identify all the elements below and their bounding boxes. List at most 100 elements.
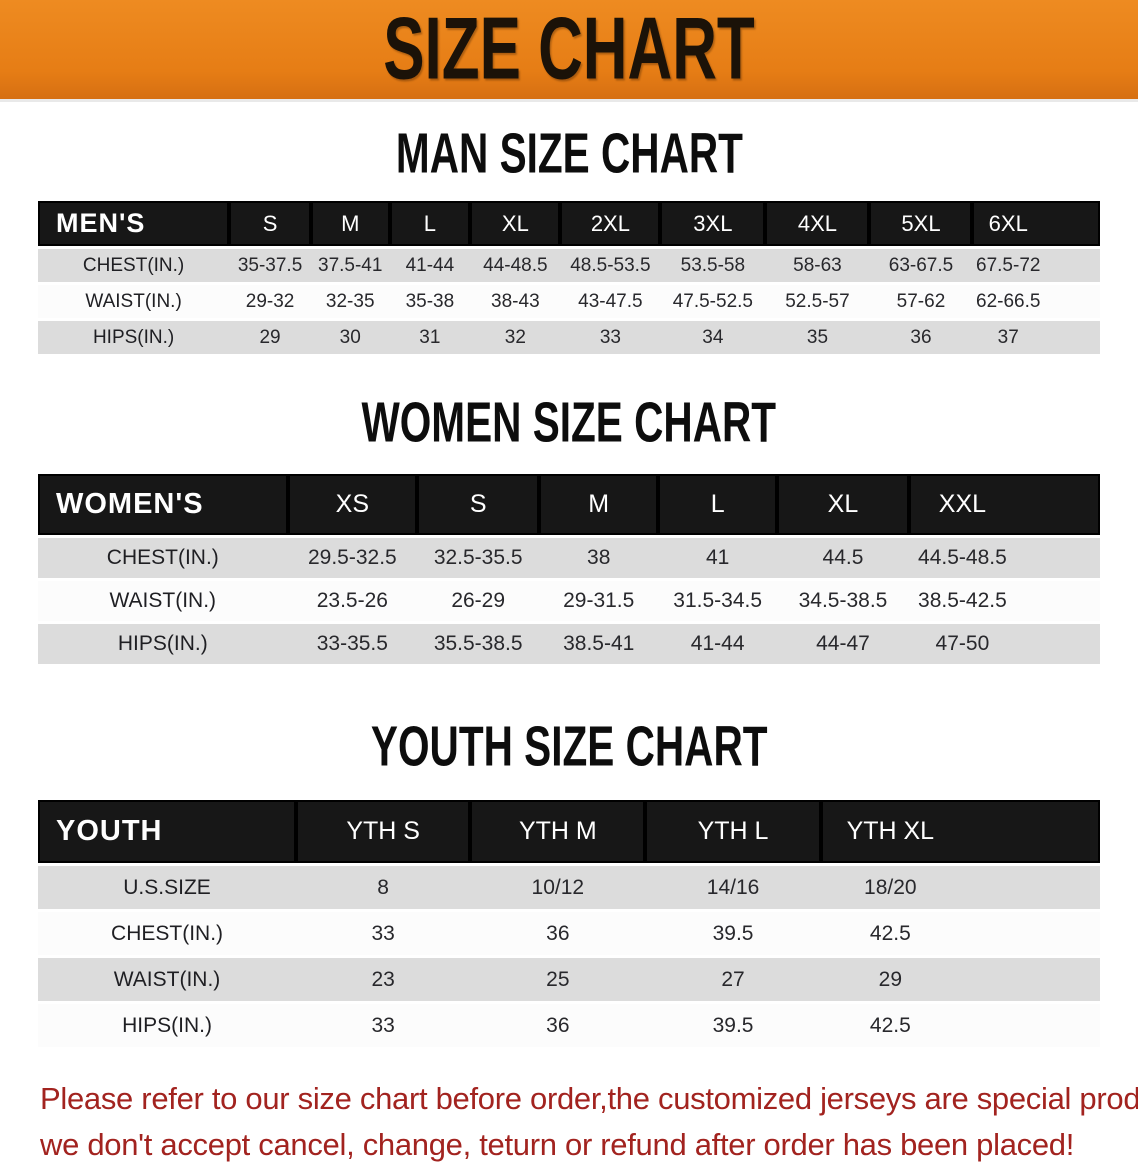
size-value-cell: 58-63 (765, 249, 870, 282)
size-value-cell: 63-67.5 (869, 249, 973, 282)
section-women: WOMEN SIZE CHART WOMEN'S XS S M L XL XXL CHEST(… (0, 391, 1138, 667)
youth-size-table: YOUTH YTH S YTH M YTH L YTH XL U.S.SIZE 8 10/12… (38, 797, 1100, 1050)
size-value-cell: 26-29 (417, 581, 540, 621)
section-youth: YOUTH SIZE CHART YOUTH YTH S YTH M YTH L YTH… (0, 715, 1138, 1050)
size-value-cell: 30 (310, 321, 390, 354)
size-column-header: YTH L (645, 800, 821, 863)
size-value-cell: 35-38 (389, 285, 471, 318)
size-column-header: XL (470, 201, 561, 246)
size-column-header: L (658, 474, 778, 535)
row-label: CHEST(IN.) (38, 912, 297, 955)
size-value-cell: 33 (296, 912, 471, 955)
size-value-cell: 32-35 (310, 285, 390, 318)
size-value-cell: 48.5-53.5 (560, 249, 661, 282)
size-column-header: S (229, 201, 311, 246)
table-row: HIPS(IN.) 33-35.5 35.5-38.5 38.5-41 41-44 44-… (38, 624, 1100, 664)
size-column-header: 2XL (560, 201, 661, 246)
size-value-cell: 33 (560, 321, 661, 354)
row-label: U.S.SIZE (38, 866, 297, 909)
size-column-header: XL (777, 474, 909, 535)
size-column-header: XXL (908, 474, 1100, 535)
size-value-cell: 52.5-57 (765, 285, 870, 318)
size-column-header: L (389, 201, 471, 246)
size-value-cell: 41-44 (658, 624, 778, 664)
notice-line-1: Please refer to our size chart before or… (40, 1081, 1138, 1116)
size-value-cell: 29.5-32.5 (287, 538, 418, 578)
women-size-table: WOMEN'S XS S M L XL XXL CHEST(IN.) 29.5-32.5 32.5… (38, 471, 1100, 667)
size-value-cell: 43-47.5 (560, 285, 661, 318)
size-value-cell: 36 (470, 912, 646, 955)
size-value-cell: 38.5-42.5 (908, 581, 1100, 621)
notice-line-2: we don't accept cancel, change, teturn o… (40, 1127, 1075, 1162)
table-corner-label: WOMEN'S (38, 474, 288, 535)
men-section-heading-text: MAN SIZE CHART (395, 122, 743, 186)
size-value-cell: 8 (296, 866, 471, 909)
size-value-cell: 33-35.5 (287, 624, 418, 664)
size-value-cell: 38.5-41 (539, 624, 659, 664)
size-value-cell: 34 (660, 321, 766, 354)
size-value-cell: 34.5-38.5 (777, 581, 909, 621)
table-corner-label: MEN'S (38, 201, 230, 246)
youth-section-heading: YOUTH SIZE CHART (0, 715, 1138, 779)
row-label: HIPS(IN.) (38, 1004, 297, 1047)
size-column-header: XS (287, 474, 418, 535)
table-row: HIPS(IN.) 33 36 39.5 42.5 (38, 1004, 1100, 1047)
size-value-cell: 29 (820, 958, 1100, 1001)
row-label: CHEST(IN.) (38, 538, 288, 578)
size-value-cell: 53.5-58 (660, 249, 766, 282)
women-section-heading-text: WOMEN SIZE CHART (361, 391, 777, 455)
size-value-cell: 42.5 (820, 912, 1100, 955)
size-value-cell: 44.5-48.5 (908, 538, 1100, 578)
youth-section-heading-text: YOUTH SIZE CHART (370, 715, 768, 779)
size-value-cell: 39.5 (645, 912, 821, 955)
size-value-cell: 42.5 (820, 1004, 1100, 1047)
table-row: WAIST(IN.) 23.5-26 26-29 29-31.5 31.5-34.5 34… (38, 581, 1100, 621)
size-value-cell: 41 (658, 538, 778, 578)
table-row: CHEST(IN.) 35-37.5 37.5-41 41-44 44-48.5 48.5… (38, 249, 1100, 282)
table-row: WAIST(IN.) 29-32 32-35 35-38 38-43 43-47.5 47.… (38, 285, 1100, 318)
size-value-cell: 29 (229, 321, 311, 354)
men-size-table: MEN'S S M L XL 2XL 3XL 4XL 5XL 6XL CHEST(IN.) 35-37… (38, 198, 1100, 357)
size-value-cell: 39.5 (645, 1004, 821, 1047)
men-section-heading: MAN SIZE CHART (0, 122, 1138, 186)
size-value-cell: 35 (765, 321, 870, 354)
table-row: U.S.SIZE 8 10/12 14/16 18/20 (38, 866, 1100, 909)
size-value-cell: 14/16 (645, 866, 821, 909)
banner: SIZE CHART (0, 0, 1138, 102)
size-value-cell: 35-37.5 (229, 249, 311, 282)
size-value-cell: 44-47 (777, 624, 909, 664)
size-column-header: M (539, 474, 659, 535)
size-column-header: YTH XL (820, 800, 1100, 863)
size-column-header: 3XL (660, 201, 766, 246)
row-label: CHEST(IN.) (38, 249, 230, 282)
page-title: SIZE CHART (383, 0, 755, 98)
row-label: HIPS(IN.) (38, 321, 230, 354)
size-value-cell: 10/12 (470, 866, 646, 909)
size-value-cell: 44.5 (777, 538, 909, 578)
size-value-cell: 29-31.5 (539, 581, 659, 621)
size-column-header: S (417, 474, 540, 535)
size-value-cell: 25 (470, 958, 646, 1001)
size-column-header: M (310, 201, 390, 246)
size-value-cell: 29-32 (229, 285, 311, 318)
row-label: HIPS(IN.) (38, 624, 288, 664)
table-row: HIPS(IN.) 29 30 31 32 33 34 35 36 37 (38, 321, 1100, 354)
size-value-cell: 36 (470, 1004, 646, 1047)
size-value-cell: 18/20 (820, 866, 1100, 909)
size-value-cell: 57-62 (869, 285, 973, 318)
size-value-cell: 35.5-38.5 (417, 624, 540, 664)
content: MAN SIZE CHART MEN'S S M L XL 2XL 3XL 4XL 5XL 6XL… (0, 122, 1138, 1050)
size-value-cell: 47.5-52.5 (660, 285, 766, 318)
size-column-header: YTH M (470, 800, 646, 863)
size-value-cell: 67.5-72 (972, 249, 1100, 282)
size-value-cell: 37.5-41 (310, 249, 390, 282)
size-value-cell: 32.5-35.5 (417, 538, 540, 578)
size-value-cell: 41-44 (389, 249, 471, 282)
size-column-header: 5XL (869, 201, 973, 246)
footer-notice: Please refer to our size chart before or… (40, 1076, 1138, 1168)
row-label: WAIST(IN.) (38, 958, 297, 1001)
size-value-cell: 38 (539, 538, 659, 578)
size-value-cell: 38-43 (470, 285, 561, 318)
row-label: WAIST(IN.) (38, 285, 230, 318)
